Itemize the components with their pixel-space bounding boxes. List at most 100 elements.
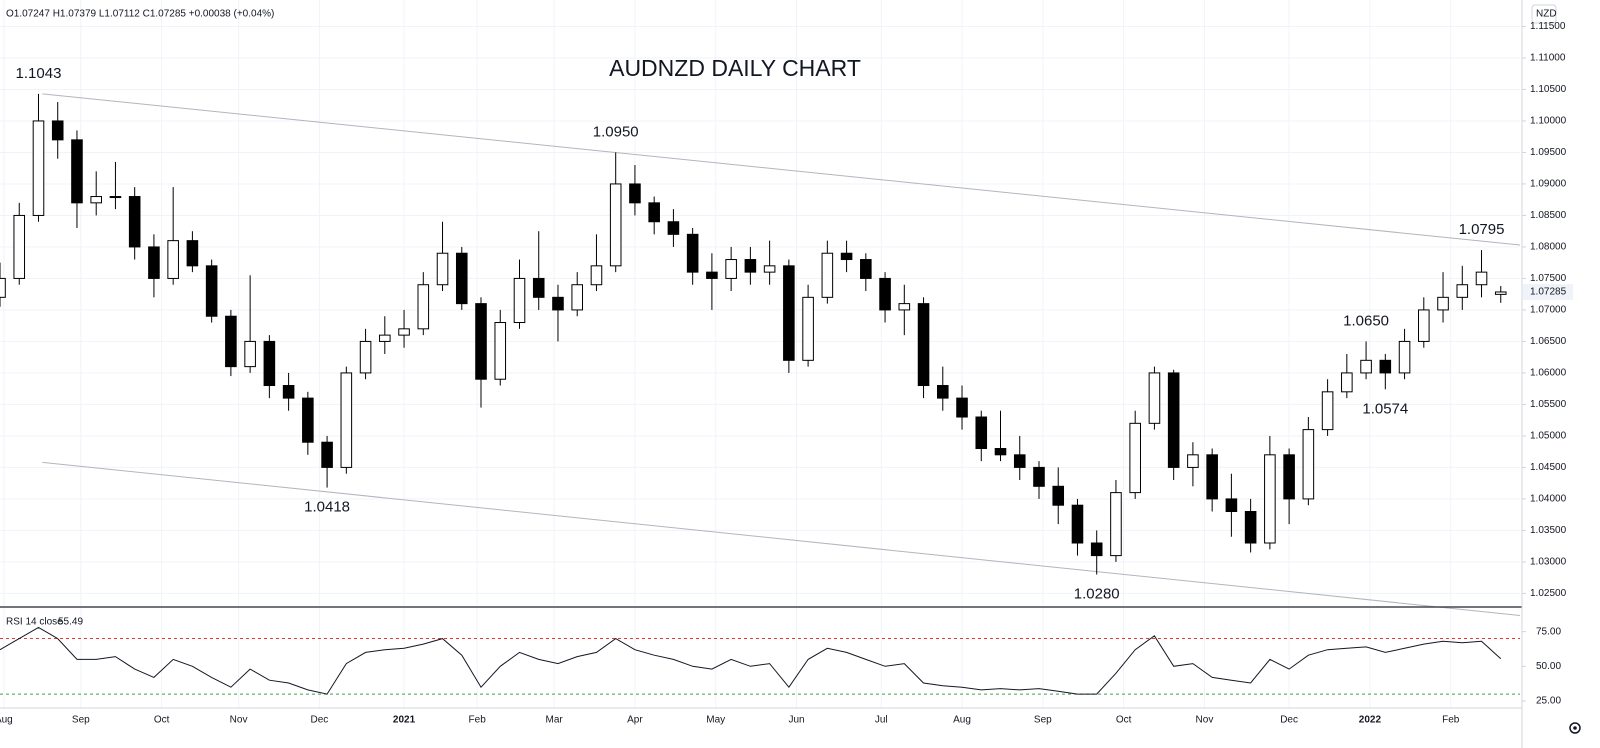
candle-body xyxy=(648,202,660,223)
candle-body xyxy=(51,120,64,141)
candle-body xyxy=(417,284,430,330)
y-tick-label: 1.03000 xyxy=(1530,557,1567,568)
candle-body xyxy=(475,303,487,380)
rsi-tick-label: 75.00 xyxy=(1536,626,1561,637)
candle-body xyxy=(302,397,314,443)
x-tick-label: Apr xyxy=(627,715,643,726)
candle-body xyxy=(975,416,988,450)
candle-body xyxy=(590,265,603,286)
y-tick-label: 1.04500 xyxy=(1530,462,1567,473)
annotation: 1.0795 xyxy=(1459,221,1505,238)
candle-body xyxy=(1302,429,1315,500)
candle-body xyxy=(744,259,757,273)
candle-body xyxy=(263,340,276,387)
settings-icon[interactable] xyxy=(1569,722,1581,734)
trend-line xyxy=(42,93,1521,246)
candle-body xyxy=(1225,498,1238,513)
candle-body xyxy=(398,328,410,336)
candle-body xyxy=(706,271,718,279)
candle-body xyxy=(1475,271,1488,286)
candle-body xyxy=(282,385,295,399)
x-tick-label: Feb xyxy=(469,715,487,726)
x-tick-label: Dec xyxy=(1280,715,1298,726)
x-tick-label: Jun xyxy=(788,715,804,726)
settings-gear-center[interactable] xyxy=(1573,726,1577,730)
candle-body xyxy=(725,259,737,279)
candle-body xyxy=(1379,359,1392,374)
y-tick-label: 1.11000 xyxy=(1530,53,1566,64)
candle-body xyxy=(1148,372,1161,424)
x-tick-label: Nov xyxy=(230,715,248,726)
candle-body xyxy=(1167,372,1180,468)
y-tick-label: 1.08500 xyxy=(1530,210,1567,221)
y-tick-label: 1.11500 xyxy=(1530,21,1566,32)
x-tick-label: Nov xyxy=(1196,715,1214,726)
candle-body xyxy=(1360,359,1372,374)
y-tick-label: 1.06500 xyxy=(1530,336,1567,347)
candle-body xyxy=(340,372,353,468)
candle-body xyxy=(1013,454,1026,468)
rsi-tick-label: 25.00 xyxy=(1536,696,1561,707)
candle-body xyxy=(552,296,564,311)
candle-body xyxy=(0,277,6,298)
candle-body xyxy=(109,196,122,199)
y-tick-label: 1.10000 xyxy=(1530,116,1567,127)
candle-body xyxy=(205,265,218,317)
rsi-line xyxy=(0,626,1502,695)
candle-body xyxy=(1437,296,1449,311)
candle-body xyxy=(1283,454,1295,500)
candle-body xyxy=(860,259,872,279)
candle-body xyxy=(186,240,199,267)
candle-body xyxy=(436,252,449,286)
candle-body xyxy=(936,385,949,399)
settings-gear[interactable] xyxy=(1569,722,1581,734)
x-tick-label: 2021 xyxy=(393,715,416,726)
candle-body xyxy=(1418,309,1430,342)
candle-body xyxy=(956,397,968,418)
candle-body xyxy=(994,448,1007,456)
candle-body xyxy=(1206,454,1218,500)
y-tick-label: 1.06000 xyxy=(1530,368,1567,379)
candle-body xyxy=(167,240,179,279)
currency-button-label[interactable]: NZD xyxy=(1536,9,1557,20)
candle-body xyxy=(898,303,911,311)
x-tick-label: Feb xyxy=(1442,715,1460,726)
candle-body xyxy=(321,441,333,468)
annotation: 1.0950 xyxy=(593,123,639,140)
annotation: 1.0574 xyxy=(1362,400,1408,417)
candle-body xyxy=(359,340,372,374)
candle-body xyxy=(13,214,26,279)
candle-body xyxy=(686,233,699,273)
candle-body xyxy=(244,340,256,368)
candle-body xyxy=(1321,391,1334,431)
candle-body xyxy=(148,246,160,279)
x-tick-label: Jul xyxy=(875,715,888,726)
candle-body xyxy=(1033,466,1045,487)
candle-body xyxy=(917,303,930,387)
candle-body xyxy=(1494,291,1507,295)
currency-button[interactable] xyxy=(1531,4,1557,24)
y-tick-label: 1.05500 xyxy=(1530,399,1567,410)
y-tick-label: 1.04000 xyxy=(1530,494,1567,505)
candle-body xyxy=(571,284,584,311)
candle-body xyxy=(1456,284,1469,298)
candle-body xyxy=(379,334,391,342)
candle-body xyxy=(1398,340,1411,374)
candle-body xyxy=(90,196,102,204)
candle-body xyxy=(1244,511,1257,544)
trend-line xyxy=(42,461,1521,616)
annotation: 1.0650 xyxy=(1343,312,1389,329)
candle-body xyxy=(225,315,237,368)
y-tick-label: 1.03500 xyxy=(1530,525,1567,536)
x-tick-label: Mar xyxy=(546,715,564,726)
candle-body xyxy=(802,296,814,361)
candle-body xyxy=(71,139,83,204)
candle-body xyxy=(1264,454,1276,544)
y-tick-label: 1.08000 xyxy=(1530,242,1567,253)
price-label: 1.07285 xyxy=(1530,287,1567,298)
candle-body xyxy=(609,183,622,267)
candle-body xyxy=(32,120,45,216)
grid xyxy=(0,0,1520,708)
